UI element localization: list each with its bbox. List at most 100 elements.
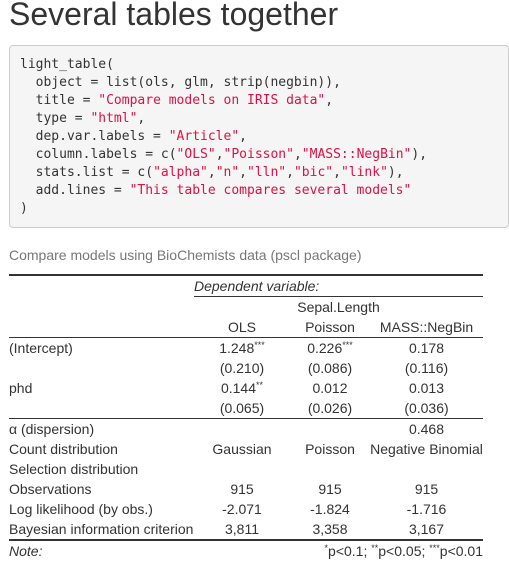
note-stars: ** — [371, 543, 379, 553]
statistic-cell: 3,358 — [290, 519, 370, 541]
code-token: dep.var.labels = — [20, 129, 169, 144]
coefficient-cell: 0.144** — [220, 380, 264, 396]
statistic-cell: 915 — [230, 481, 254, 497]
code-token: , — [239, 129, 247, 144]
code-token: , — [137, 111, 146, 126]
statistic-cell — [370, 459, 483, 479]
dep-var-header: Dependent variable: — [194, 274, 483, 297]
code-string-token: "bic" — [293, 165, 334, 180]
statistic-row: α (dispersion) 0.468 — [9, 419, 483, 440]
code-token: ), — [387, 165, 404, 180]
code-string-token: "MASS::NegBin" — [301, 147, 412, 162]
code-token: light_table( — [20, 57, 114, 72]
statistic-row: Selection distribution — [9, 459, 483, 479]
code-token: add.lines = — [20, 183, 130, 198]
row-label: Count distribution — [9, 441, 118, 457]
code-string-token: "alpha" — [153, 165, 208, 180]
code-string-token: "link" — [340, 165, 388, 180]
statistic-row: Bayesian information criterion 3,811 3,358… — [9, 519, 483, 541]
statistic-cell: 3,167 — [370, 519, 483, 541]
code-token: stats.list = c( — [20, 165, 154, 180]
column-header: OLS — [194, 317, 290, 338]
row-label — [9, 358, 194, 378]
page-heading: Several tables together — [9, 0, 339, 32]
code-token: type = — [20, 111, 91, 126]
coefficient-row: phd 0.144** 0.012 0.013 — [9, 378, 483, 398]
statistic-cell: -1.824 — [310, 501, 350, 517]
coefficient-cell: (0.036) — [370, 398, 483, 419]
significance-stars: ** — [256, 380, 264, 390]
code-token: ) — [20, 201, 28, 216]
statistic-cell: -1.716 — [406, 501, 447, 517]
statistic-cell: 915 — [414, 481, 439, 497]
code-string-token: "This table compares several models" — [129, 183, 412, 198]
note-row: Note: *p<0.1; **p<0.05; ***p<0.01 — [9, 540, 483, 561]
statistic-cell — [290, 419, 370, 440]
code-token: object = list(ols, glm, strip(negbin)), — [20, 75, 341, 90]
row-label: α (dispersion) — [9, 421, 95, 437]
code-string-token: "OLS" — [176, 147, 216, 162]
code-text: light_table( object = list(ols, glm, str… — [10, 46, 508, 218]
statistic-row: Observations 915 915 915 — [9, 479, 483, 499]
note-stars: *** — [429, 543, 440, 553]
coefficient-cell: 0.178 — [408, 340, 445, 356]
coefficient-cell: (0.210) — [219, 360, 265, 376]
code-token: , — [207, 165, 216, 180]
dep-var-row: Sepal.Length — [9, 297, 483, 318]
row-label: Bayesian information criterion — [9, 519, 194, 541]
statistic-cell — [194, 419, 290, 440]
column-header: Poisson — [290, 317, 370, 338]
code-token: , — [286, 165, 294, 180]
coefficient-cell: 0.226*** — [307, 340, 353, 356]
row-label: Observations — [9, 481, 92, 497]
coefficient-cell: (0.026) — [290, 398, 370, 419]
note-stars: * — [324, 543, 329, 553]
coefficient-cell: 0.013 — [408, 380, 445, 396]
code-string-token: "lln" — [247, 165, 287, 180]
row-label: phd — [9, 380, 33, 396]
significance-stars: *** — [342, 340, 353, 350]
code-token: , — [293, 147, 302, 162]
coefficient-row: (Intercept) 1.248*** 0.226*** 0.178 — [9, 338, 483, 359]
statistic-row: Log likelihood (by obs.) -2.071 -1.824 -1.7… — [9, 499, 483, 519]
code-string-token: "Compare models on IRIS data" — [98, 93, 326, 108]
note-label: Note: — [9, 543, 43, 559]
column-header: MASS::NegBin — [370, 317, 483, 338]
row-label — [9, 398, 194, 419]
statistic-cell: Gaussian — [212, 441, 272, 457]
statistic-cell: Negative Binomial — [370, 441, 483, 457]
regression-table: Dependent variable: Sepal.Length OLS Poi… — [9, 274, 483, 561]
code-string-token: "Article" — [168, 129, 240, 144]
column-header-row: OLS Poisson MASS::NegBin — [9, 317, 483, 338]
coefficient-row: (0.065) (0.026) (0.036) — [9, 398, 483, 419]
dep-var-name: Sepal.Length — [297, 299, 380, 315]
code-token: , — [239, 165, 247, 180]
statistic-row: Count distribution Gaussian Poisson Negativ… — [9, 439, 483, 459]
code-token: , — [215, 147, 224, 162]
code-token: , — [325, 93, 334, 108]
table-caption: Compare models using BioChemists data (p… — [9, 247, 362, 263]
significance-stars: *** — [254, 340, 265, 350]
statistic-cell: Poisson — [305, 441, 355, 457]
statistic-cell: 0.468 — [408, 421, 445, 437]
row-label: Selection distribution — [9, 461, 139, 477]
statistic-cell — [194, 459, 290, 479]
coefficient-cell: (0.065) — [194, 398, 290, 419]
statistic-cell: 915 — [318, 481, 342, 497]
code-token: , — [333, 165, 341, 180]
coefficient-cell: 0.012 — [312, 380, 348, 396]
row-label: Log likelihood (by obs.) — [9, 501, 153, 517]
row-label: (Intercept) — [9, 340, 73, 356]
code-string-token: "html" — [90, 111, 138, 126]
statistic-cell: -2.071 — [222, 501, 262, 517]
code-block: light_table( object = list(ols, glm, str… — [9, 45, 509, 228]
coefficient-cell: 1.248*** — [219, 340, 265, 356]
statistic-cell — [290, 459, 370, 479]
code-string-token: "Poisson" — [223, 147, 294, 162]
code-string-token: "n" — [215, 165, 240, 180]
dep-var-header-row: Dependent variable: — [9, 274, 483, 297]
coefficient-cell: (0.086) — [307, 360, 353, 376]
code-token: ), — [411, 147, 428, 162]
statistic-cell: 3,811 — [194, 519, 290, 541]
code-token: column.labels = c( — [20, 147, 177, 162]
